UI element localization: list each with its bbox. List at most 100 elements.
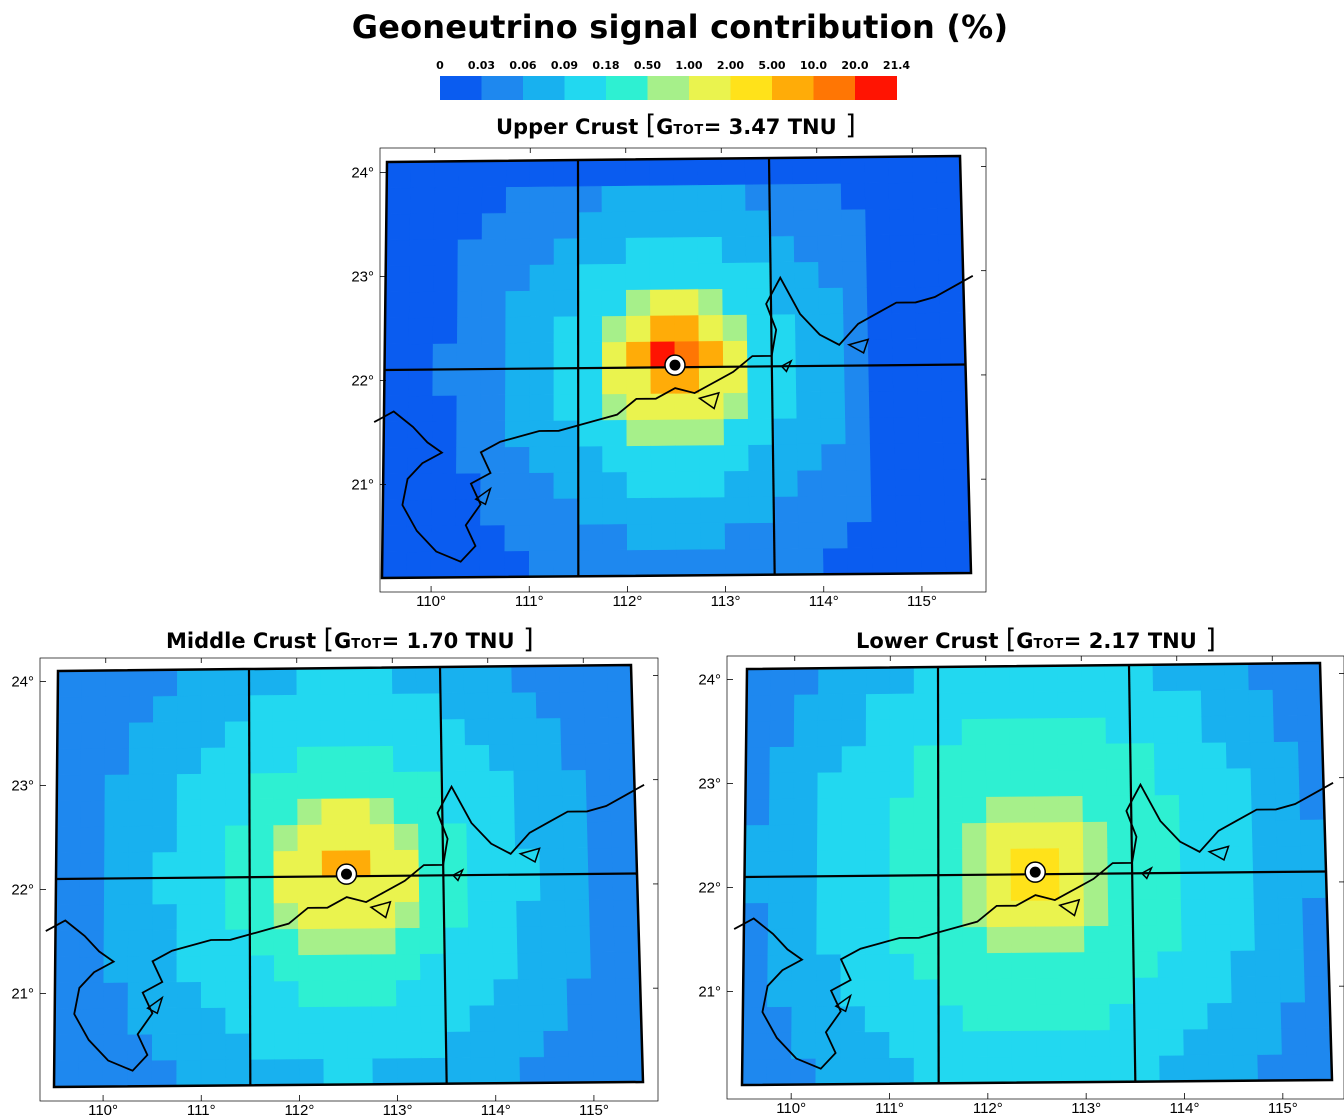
heatmap-cell <box>419 901 445 928</box>
heatmap-cell <box>936 181 962 209</box>
heatmap-cell <box>893 416 920 444</box>
heatmap-cell <box>553 263 579 291</box>
heatmap-cell <box>1106 768 1132 796</box>
heatmap-cell <box>961 744 987 772</box>
heatmap-cell <box>590 951 616 979</box>
heatmap-cell <box>225 850 250 878</box>
heatmap-cell <box>847 547 874 575</box>
heatmap-cell <box>1059 925 1085 953</box>
heatmap-cell <box>601 211 627 239</box>
heatmap-cell <box>577 289 603 317</box>
heatmap-cell <box>797 469 823 497</box>
heatmap-cell <box>1180 872 1206 900</box>
heatmap-cell <box>1280 1001 1307 1029</box>
heatmap-cell <box>601 185 627 213</box>
heatmap-cell <box>273 850 299 878</box>
map-boundary <box>380 154 973 580</box>
heatmap-cell <box>1107 846 1133 874</box>
heatmap-cell <box>225 824 250 852</box>
colorbar-swatch-5 <box>647 76 690 100</box>
heatmap-cell <box>617 1055 644 1083</box>
heatmap-cell <box>890 286 917 314</box>
heatmap-cell <box>456 420 482 448</box>
heatmap-cell <box>529 472 555 500</box>
heatmap-cell <box>584 743 611 771</box>
heatmap-cell <box>892 338 918 366</box>
heatmap-cell <box>743 902 769 930</box>
heatmap-cell <box>676 548 702 576</box>
heatmap-cell <box>864 182 890 210</box>
heatmap-cell <box>673 210 699 238</box>
heatmap-cell <box>1153 742 1179 770</box>
heatmap-cell <box>225 954 251 982</box>
heatmap-cell <box>939 312 966 339</box>
heatmap-cell <box>578 549 604 577</box>
heatmap-cell <box>816 849 842 877</box>
heatmap-cell <box>371 953 397 981</box>
heatmap-cell <box>1010 899 1036 927</box>
heatmap-cell <box>700 496 726 524</box>
heatmap-cell <box>1227 793 1253 821</box>
heatmap-cell <box>841 823 867 851</box>
heatmap-cell <box>845 443 872 471</box>
heatmap-cell <box>248 746 274 774</box>
heatmap-cell <box>457 264 483 292</box>
heatmap-cell <box>57 696 82 724</box>
heatmap-cell <box>529 211 555 239</box>
heatmap-cell <box>347 1057 374 1085</box>
heatmap-cell <box>1134 1029 1160 1056</box>
heatmap-cell <box>602 445 628 473</box>
heatmap-cell <box>1302 897 1328 925</box>
heatmap-cell <box>528 550 555 578</box>
colorbar-swatch-4 <box>606 76 648 100</box>
heatmap-cell <box>865 901 891 929</box>
heatmap-cell <box>386 187 411 215</box>
heatmap-cell <box>1033 743 1059 771</box>
heatmap-cell <box>564 873 590 901</box>
heatmap-cell <box>769 720 795 748</box>
heatmap-cell <box>1133 1003 1160 1030</box>
heatmap-cell <box>673 184 699 212</box>
heatmap-cell <box>797 495 824 523</box>
colorbar-legend: 0 0.03 0.06 0.09 0.18 0.50 1.00 2.00 5.00 10.0 20.… <box>436 59 910 100</box>
detector-marker-dot <box>669 359 681 371</box>
heatmap-cell <box>505 342 531 370</box>
heatmap-cell <box>419 927 445 954</box>
heatmap-cell <box>1301 871 1328 899</box>
island-1 <box>780 359 793 373</box>
heatmap-cell <box>224 720 250 748</box>
island-0 <box>369 900 392 919</box>
heatmap-cell <box>938 874 963 902</box>
heatmap-cell <box>1206 950 1232 978</box>
heatmap-cell <box>128 851 154 879</box>
heatmap-cell <box>79 878 105 906</box>
heatmap-cell <box>962 796 987 824</box>
heatmap-cell <box>541 925 567 953</box>
heatmap-cell <box>1010 769 1035 797</box>
heatmap-cell <box>225 1006 251 1034</box>
panel-title-lower: Lower Crust [GTOT= 2.17 TNU ] <box>856 624 1216 655</box>
heatmap-cell <box>625 263 651 290</box>
heatmap-cell <box>433 186 459 214</box>
heatmap-cell <box>519 1056 546 1084</box>
heatmap-cell <box>844 365 870 392</box>
heatmap-cell <box>938 1030 964 1058</box>
heatmap-cell <box>1229 897 1255 925</box>
heatmap-cell <box>566 977 593 1005</box>
colorbar-tick-10: 20.0 <box>841 59 868 72</box>
heatmap-cell <box>1036 1055 1062 1083</box>
heatmap-cell <box>176 851 202 879</box>
heatmap-cell <box>249 1058 276 1086</box>
heatmap-cell <box>817 209 843 236</box>
heatmap-cell <box>817 693 843 721</box>
heatmap-cell <box>791 1032 817 1059</box>
heatmap-cell <box>396 1005 422 1033</box>
heatmap-cell <box>385 213 411 241</box>
heatmap-cell <box>481 342 506 370</box>
heatmap-cell <box>766 1058 792 1086</box>
heatmap-cell <box>1207 1002 1233 1030</box>
heatmap-cell <box>864 1005 890 1033</box>
heatmap-cell <box>1105 690 1131 718</box>
heatmap-cell <box>675 522 702 550</box>
heatmap-cell <box>841 719 867 747</box>
